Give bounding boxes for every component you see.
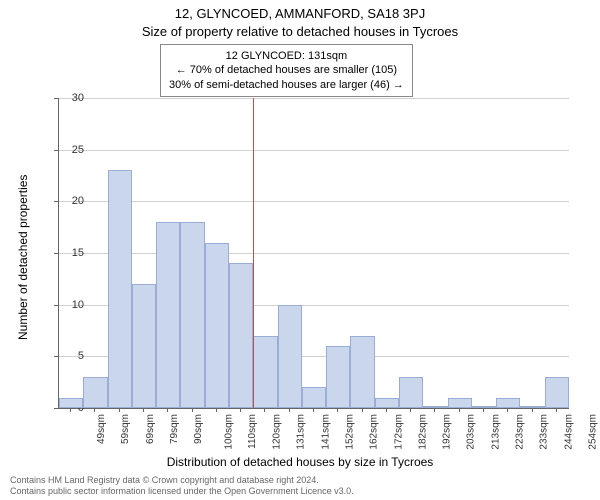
- x-tick: 152sqm: [345, 414, 356, 450]
- histogram-bar: [350, 336, 374, 408]
- x-tick: 254sqm: [587, 414, 598, 450]
- x-tick: 172sqm: [393, 414, 404, 450]
- histogram-bar: [229, 263, 253, 408]
- x-tick: 131sqm: [296, 414, 307, 450]
- histogram-bar: [59, 398, 83, 408]
- chart-title: 12, GLYNCOED, AMMANFORD, SA18 3PJ: [0, 6, 600, 21]
- histogram-bar: [253, 336, 277, 408]
- x-tick: 192sqm: [442, 414, 453, 450]
- annotation-box: 12 GLYNCOED: 131sqm ← 70% of detached ho…: [160, 44, 413, 97]
- reference-line: [253, 98, 254, 408]
- histogram-bar: [375, 398, 399, 408]
- histogram-bar: [278, 305, 302, 408]
- y-tick: 20: [72, 195, 84, 207]
- histogram-bar: [448, 398, 472, 408]
- histogram-bar: [545, 377, 569, 408]
- histogram-bar: [180, 222, 204, 408]
- annotation-line3: 30% of semi-detached houses are larger (…: [169, 78, 404, 92]
- annotation-line2: ← 70% of detached houses are smaller (10…: [169, 63, 404, 77]
- x-tick: 244sqm: [563, 414, 574, 450]
- histogram-bar: [156, 222, 180, 408]
- x-tick: 223sqm: [515, 414, 526, 450]
- x-tick: 79sqm: [169, 414, 180, 444]
- annotation-line1: 12 GLYNCOED: 131sqm: [169, 49, 404, 63]
- x-tick: 203sqm: [466, 414, 477, 450]
- x-tick: 213sqm: [490, 414, 501, 450]
- y-tick: 10: [72, 299, 84, 311]
- y-axis-label: Number of detached properties: [16, 175, 30, 340]
- histogram-bar: [83, 377, 107, 408]
- histogram-bar: [496, 398, 520, 408]
- x-tick: 233sqm: [539, 414, 550, 450]
- y-tick: 30: [72, 92, 84, 104]
- histogram-bar: [520, 406, 544, 408]
- x-tick: 110sqm: [247, 414, 258, 449]
- histogram-bar: [472, 406, 496, 408]
- plot-area: [58, 98, 569, 409]
- chart-subtitle: Size of property relative to detached ho…: [0, 24, 600, 39]
- x-tick: 182sqm: [417, 414, 428, 450]
- chart-container: 12, GLYNCOED, AMMANFORD, SA18 3PJ Size o…: [0, 0, 600, 500]
- histogram-bar: [302, 387, 326, 408]
- x-tick: 141sqm: [320, 414, 331, 450]
- x-tick: 59sqm: [120, 414, 131, 444]
- y-tick: 15: [72, 247, 84, 259]
- histogram-bar: [326, 346, 350, 408]
- footer-line1: Contains HM Land Registry data © Crown c…: [10, 475, 354, 486]
- histogram-bar: [132, 284, 156, 408]
- x-tick: 49sqm: [96, 414, 107, 444]
- x-tick: 120sqm: [272, 414, 283, 450]
- histogram-bar: [423, 406, 447, 408]
- histogram-bar: [205, 243, 229, 408]
- y-tick: 5: [78, 350, 84, 362]
- histogram-bar: [108, 170, 132, 408]
- x-tick: 69sqm: [145, 414, 156, 444]
- x-tick: 162sqm: [369, 414, 380, 450]
- x-tick: 90sqm: [193, 414, 204, 444]
- x-tick: 100sqm: [223, 414, 234, 450]
- x-axis-label: Distribution of detached houses by size …: [0, 455, 600, 469]
- footer-line2: Contains public sector information licen…: [10, 486, 354, 497]
- histogram-bar: [399, 377, 423, 408]
- y-tick: 25: [72, 144, 84, 156]
